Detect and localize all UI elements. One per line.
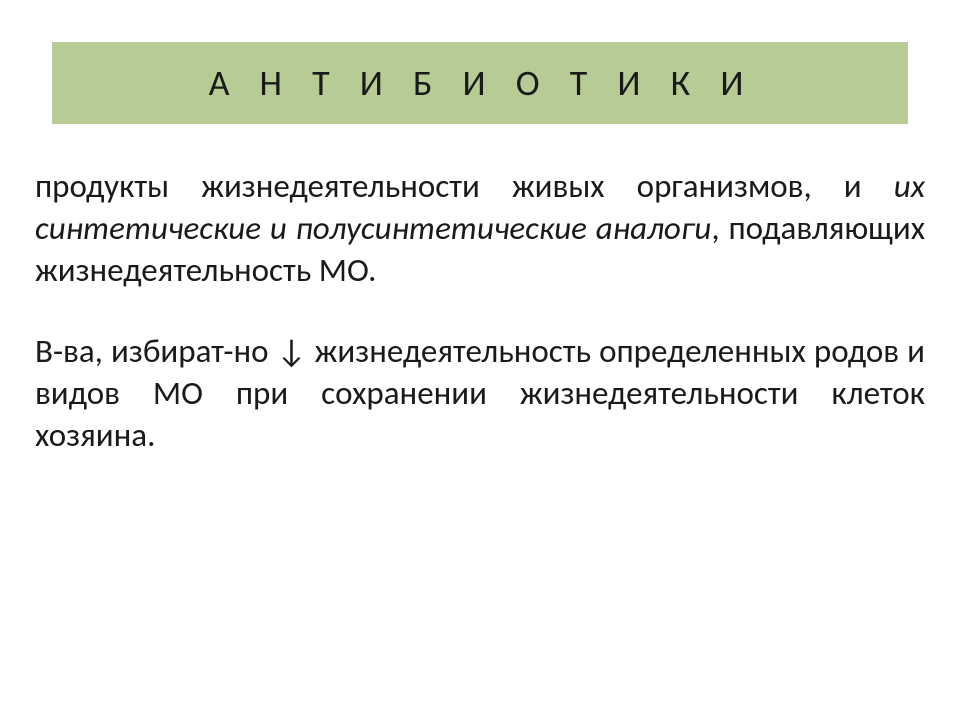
title-bar: А Н Т И Б И О Т И К И xyxy=(52,42,908,124)
paragraph-1: продукты жизнедеятельности живых организ… xyxy=(35,165,925,292)
p2-run-0: В-ва, избират-но ↓ жизнедеятельность опр… xyxy=(35,331,925,455)
body-area: продукты жизнедеятельности живых организ… xyxy=(35,165,925,456)
slide: А Н Т И Б И О Т И К И продукты жизнедеят… xyxy=(0,0,960,720)
p1-run-0: продукты жизнедеятельности живых организ… xyxy=(35,166,894,206)
title-text: А Н Т И Б И О Т И К И xyxy=(209,61,752,105)
paragraph-2: В-ва, избират-но ↓ жизнедеятельность опр… xyxy=(35,330,925,457)
